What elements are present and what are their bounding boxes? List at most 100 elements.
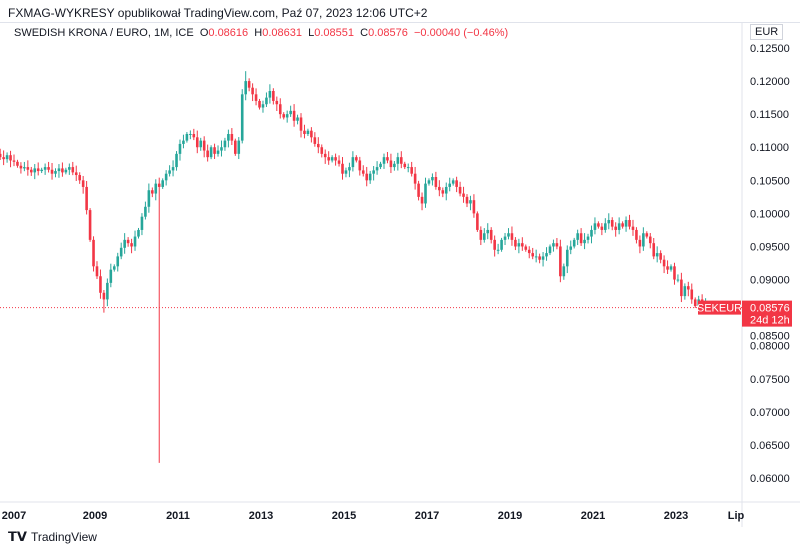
symbol-tag-bg [698, 300, 741, 315]
candle-body [607, 220, 611, 224]
currency-button[interactable]: EUR [750, 24, 784, 40]
candle-body [9, 155, 12, 161]
candle-body [610, 220, 614, 227]
candle-body [61, 168, 64, 173]
candle-body [64, 169, 68, 173]
candle-body [361, 170, 365, 174]
candle-body [154, 183, 158, 194]
candle-body [195, 137, 199, 148]
candle-body [424, 183, 427, 204]
candle-body [604, 223, 607, 230]
candle-body [182, 140, 185, 144]
candle-body [147, 190, 151, 207]
candle-body [375, 167, 379, 171]
x-tick-label: 2013 [249, 510, 273, 522]
candle-body [323, 153, 327, 158]
y-tick-label: 0.06000 [750, 473, 790, 485]
candle-body [517, 243, 521, 247]
logo-text: TradingView [30, 530, 97, 544]
symbol-title: SWEDISH KRONA / EURO, 1M, ICE [14, 27, 194, 39]
candle-body [341, 163, 344, 174]
candle-body [268, 91, 272, 98]
candle-body [489, 229, 493, 240]
candle-body [569, 246, 573, 250]
candle-body [278, 104, 282, 115]
candle-body [223, 140, 227, 148]
candle-body [666, 266, 669, 270]
open-value: 0.08616 [208, 27, 249, 39]
candle-body [597, 223, 600, 227]
candle-body [102, 292, 106, 300]
candle-body [538, 256, 541, 260]
candle-body [572, 239, 576, 247]
candle-body [185, 134, 189, 141]
candle-body [593, 223, 597, 230]
candle-body [351, 157, 355, 168]
candle-body [635, 229, 638, 240]
symbol-tag: SEKEUR [697, 303, 742, 315]
candle-body [50, 169, 54, 174]
candle-body [57, 168, 61, 172]
candle-body [462, 193, 465, 197]
candle-body [144, 206, 147, 217]
candle-body [673, 266, 676, 280]
candle-body [296, 117, 299, 121]
x-tick-label: Lip [728, 510, 745, 522]
candle-body [472, 200, 476, 214]
candle-body [344, 170, 348, 174]
candle-body [451, 180, 455, 184]
candle-body [99, 276, 102, 293]
candle-body [71, 167, 75, 173]
candle-body [95, 266, 99, 277]
x-tick-label: 2011 [166, 510, 190, 522]
y-tick-label: 0.08000 [750, 341, 790, 353]
candle-body [334, 157, 337, 161]
candle-body [206, 150, 209, 158]
candle-body [652, 243, 656, 257]
candle-body [410, 167, 413, 174]
candle-body [220, 147, 223, 151]
candle-body [2, 157, 5, 160]
candle-body [199, 140, 203, 148]
candle-body [81, 180, 85, 187]
candle-body [355, 157, 358, 161]
y-tick-label: 0.10000 [750, 208, 790, 220]
candle-body [164, 173, 168, 181]
candle-body [230, 134, 234, 141]
candle-body [12, 160, 16, 162]
y-tick-label: 0.12000 [750, 76, 790, 88]
candle-body [365, 173, 369, 181]
candle-body [289, 110, 292, 115]
close-label: C [360, 27, 369, 39]
y-tick-label: 0.11500 [750, 109, 789, 121]
price-tag-bg [742, 300, 792, 327]
candle-body [448, 183, 452, 187]
low-label: L [308, 27, 315, 39]
candle-body [458, 186, 462, 194]
candle-body [382, 157, 386, 164]
candle-body [493, 239, 496, 250]
candle-body [693, 299, 697, 307]
x-tick-label: 2017 [415, 510, 439, 522]
candle-body [168, 170, 171, 174]
candle-body [669, 266, 673, 270]
low-value: 0.08551 [314, 27, 355, 39]
candle-body [237, 140, 241, 154]
high-value: 0.08631 [262, 27, 302, 39]
candle-body [157, 183, 161, 187]
bar-countdown: 24d 12h [750, 315, 790, 327]
candle-body [617, 223, 621, 230]
candle-body [275, 100, 279, 105]
x-tick-label: 2023 [664, 510, 688, 522]
candle-body [655, 253, 659, 257]
candle-body [386, 157, 389, 161]
candle-body [507, 233, 510, 237]
chart-frame [0, 22, 800, 528]
candle-body [23, 167, 26, 169]
candle-body [43, 167, 47, 170]
candle-body [680, 279, 683, 297]
candle-body [337, 160, 341, 164]
candle-body [406, 167, 410, 169]
candle-body [130, 243, 133, 247]
